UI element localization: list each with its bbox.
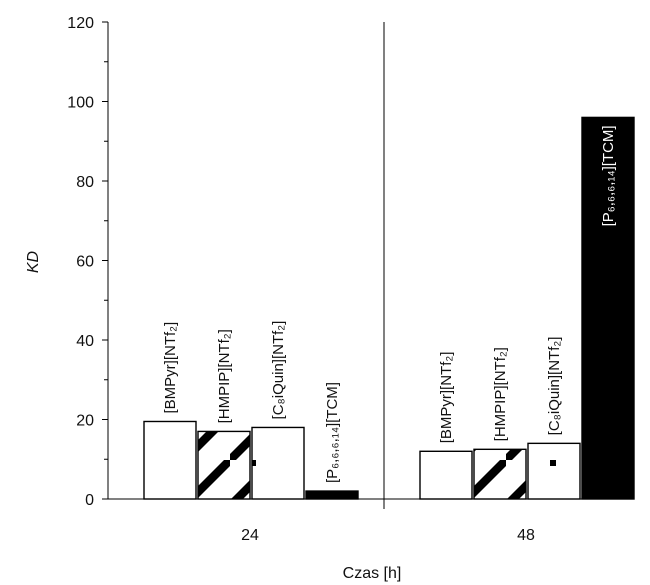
bar-label: [C₈iQuin][NTf₂]: [270, 321, 287, 420]
x-axis-title: Czas [h]: [343, 565, 402, 582]
bar-label: [HMPIP][NTf₂]: [216, 329, 233, 423]
y-tick-label: 60: [76, 254, 94, 271]
y-tick-label: 120: [67, 15, 94, 32]
bar-[BMPyr][NTf2]-24: [143, 420, 197, 500]
bar-[HMPIP][NTf2]-48: [473, 448, 527, 500]
bar-[P6,6,6,14][TCM]-48: [581, 116, 635, 500]
bar-[C8iQuin][NTf2]-24: [251, 426, 305, 500]
bar-label: [C₈iQuin][NTf₂]: [546, 337, 563, 436]
y-tick-label: 0: [85, 492, 94, 509]
bar-[HMPIP][NTf2]-24: [197, 430, 251, 500]
x-tick-label: 24: [241, 527, 259, 544]
bar-label: [BMPyr][NTf₂]: [162, 322, 179, 414]
x-tick-label: 48: [517, 527, 535, 544]
bar-label: [P₆,₆,₆,₁₄][TCM]: [600, 125, 617, 226]
bar-label: [HMPIP][NTf₂]: [492, 347, 509, 441]
y-axis-title: KD: [25, 250, 42, 273]
y-tick-label: 20: [76, 413, 94, 430]
bar-[C8iQuin][NTf2]-48: [527, 442, 581, 500]
bar-[BMPyr][NTf2]-48: [419, 450, 473, 500]
plot-area: 0 20 40 60 80 100 120 [BMPyr][NTf₂] [HMPIP][NTf₂…: [67, 15, 635, 544]
bar-label: [P₆,₆,₆,₁₄][TCM]: [324, 382, 341, 483]
y-tick-label: 80: [76, 174, 94, 191]
y-tick-label: 40: [76, 333, 94, 350]
bar-label: [BMPyr][NTf₂]: [438, 352, 455, 444]
y-tick-label: 100: [67, 95, 94, 112]
bar-[P6,6,6,14][TCM]-24: [305, 490, 359, 500]
